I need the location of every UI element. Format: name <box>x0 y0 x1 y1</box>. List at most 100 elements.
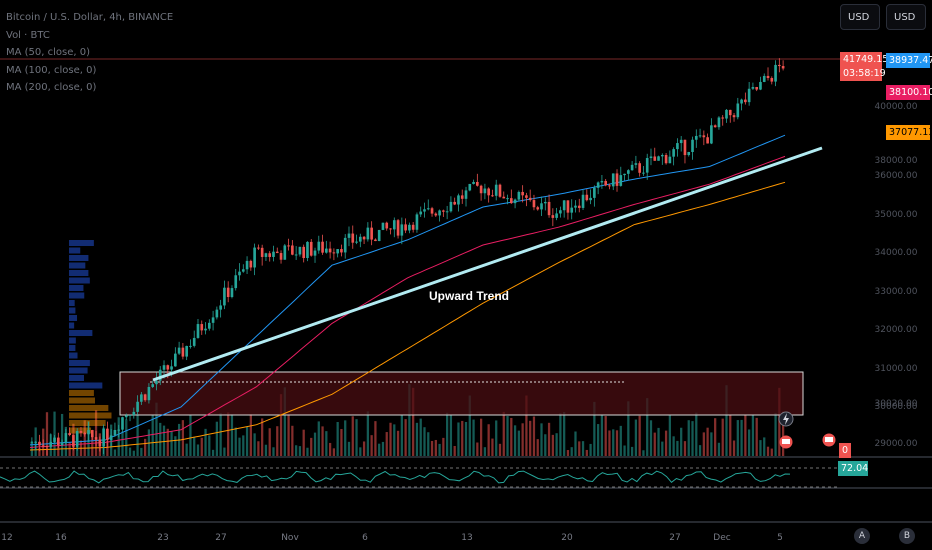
candle-body[interactable] <box>532 200 536 208</box>
currency-button-secondary[interactable]: USD <box>886 4 926 30</box>
candle-body[interactable] <box>230 288 234 298</box>
candle-body[interactable] <box>460 195 464 199</box>
candle-body[interactable] <box>770 78 774 82</box>
candle-body[interactable] <box>249 260 253 268</box>
candle-body[interactable] <box>513 199 517 204</box>
candle-body[interactable] <box>736 103 740 118</box>
candle-body[interactable] <box>98 439 102 447</box>
candle-body[interactable] <box>223 287 226 306</box>
candle-body[interactable] <box>755 87 759 90</box>
ma100-legend[interactable]: MA (100, close, 0) <box>6 64 97 76</box>
candle-body[interactable] <box>604 180 608 186</box>
candle-body[interactable] <box>728 109 732 116</box>
candle-body[interactable] <box>664 154 668 164</box>
candle-body[interactable] <box>264 253 268 257</box>
candle-body[interactable] <box>268 253 272 257</box>
candle-body[interactable] <box>381 222 385 230</box>
candle-body[interactable] <box>691 139 694 152</box>
candle-body[interactable] <box>445 211 449 213</box>
candle-body[interactable] <box>476 181 479 186</box>
candle-body[interactable] <box>102 428 105 447</box>
candle-body[interactable] <box>744 99 747 103</box>
candle-body[interactable] <box>679 139 683 144</box>
candle-body[interactable] <box>498 184 502 197</box>
candle-body[interactable] <box>124 415 128 418</box>
candle-body[interactable] <box>245 260 249 270</box>
candle-body[interactable] <box>355 241 358 243</box>
candle-body[interactable] <box>72 435 75 447</box>
candle-body[interactable] <box>649 156 653 159</box>
candle-body[interactable] <box>468 183 472 191</box>
candle-body[interactable] <box>464 190 468 199</box>
rsi-line[interactable] <box>0 470 791 484</box>
candle-body[interactable] <box>53 437 56 442</box>
candle-body[interactable] <box>234 275 238 289</box>
candle-body[interactable] <box>653 156 657 161</box>
candle-body[interactable] <box>525 195 528 198</box>
candle-body[interactable] <box>347 233 351 238</box>
candle-body[interactable] <box>506 198 509 200</box>
candle-body[interactable] <box>279 253 283 260</box>
candle-body[interactable] <box>374 239 377 242</box>
candle-body[interactable] <box>294 254 298 256</box>
candle-body[interactable] <box>559 210 562 214</box>
candle-body[interactable] <box>589 197 592 201</box>
log-scale-button[interactable]: B <box>899 528 915 544</box>
candle-body[interactable] <box>309 241 313 256</box>
candle-body[interactable] <box>287 245 290 247</box>
candle-body[interactable] <box>170 366 173 370</box>
candle-body[interactable] <box>434 213 438 216</box>
candle-body[interactable] <box>562 200 566 211</box>
candle-body[interactable] <box>581 194 585 208</box>
candle-body[interactable] <box>593 187 596 198</box>
candle-body[interactable] <box>56 437 60 446</box>
candle-body[interactable] <box>60 442 64 446</box>
candle-body[interactable] <box>766 75 770 79</box>
candle-body[interactable] <box>204 328 207 331</box>
candle-body[interactable] <box>615 173 619 186</box>
candle-body[interactable] <box>479 185 483 194</box>
candle-body[interactable] <box>238 271 241 276</box>
candle-body[interactable] <box>219 305 222 310</box>
candle-body[interactable] <box>415 214 419 230</box>
candle-body[interactable] <box>642 172 645 174</box>
candle-body[interactable] <box>619 175 623 186</box>
candle-body[interactable] <box>362 236 366 240</box>
price-axis[interactable]: 40000.00 38000.00 36000.00 35000.00 34000.00… <box>875 102 918 449</box>
candle-body[interactable] <box>283 245 287 260</box>
candle-body[interactable] <box>181 347 185 357</box>
candle-body[interactable] <box>683 139 687 156</box>
candle-body[interactable] <box>328 248 332 253</box>
candle-body[interactable] <box>608 185 611 187</box>
candle-body[interactable] <box>140 394 143 402</box>
candle-body[interactable] <box>657 156 660 161</box>
candle-body[interactable] <box>638 163 641 173</box>
candle-body[interactable] <box>317 241 321 251</box>
candle-body[interactable] <box>302 246 306 259</box>
candle-body[interactable] <box>778 64 781 67</box>
candle-body[interactable] <box>158 369 162 381</box>
candle-body[interactable] <box>600 180 604 183</box>
candle-body[interactable] <box>260 247 264 257</box>
candle-body[interactable] <box>611 173 615 187</box>
candle-body[interactable] <box>215 309 219 318</box>
candle-body[interactable] <box>38 441 41 446</box>
candle-body[interactable] <box>162 365 166 370</box>
candle-body[interactable] <box>392 220 396 230</box>
candle-body[interactable] <box>570 207 574 213</box>
candle-body[interactable] <box>702 135 706 138</box>
candle-body[interactable] <box>366 227 370 240</box>
candle-body[interactable] <box>721 117 725 119</box>
flag-icon[interactable] <box>779 435 793 449</box>
candle-body[interactable] <box>389 228 392 230</box>
candle-body[interactable] <box>64 433 68 443</box>
ma50-line[interactable] <box>29 134 786 446</box>
symbol-title[interactable]: Bitcoin / U.S. Dollar, 4h, BINANCE <box>6 12 174 23</box>
candle-body[interactable] <box>166 365 170 370</box>
candle-body[interactable] <box>257 247 260 249</box>
candle-body[interactable] <box>87 430 90 435</box>
candle-body[interactable] <box>106 428 109 440</box>
candle-body[interactable] <box>426 208 430 210</box>
candle-body[interactable] <box>404 224 407 231</box>
